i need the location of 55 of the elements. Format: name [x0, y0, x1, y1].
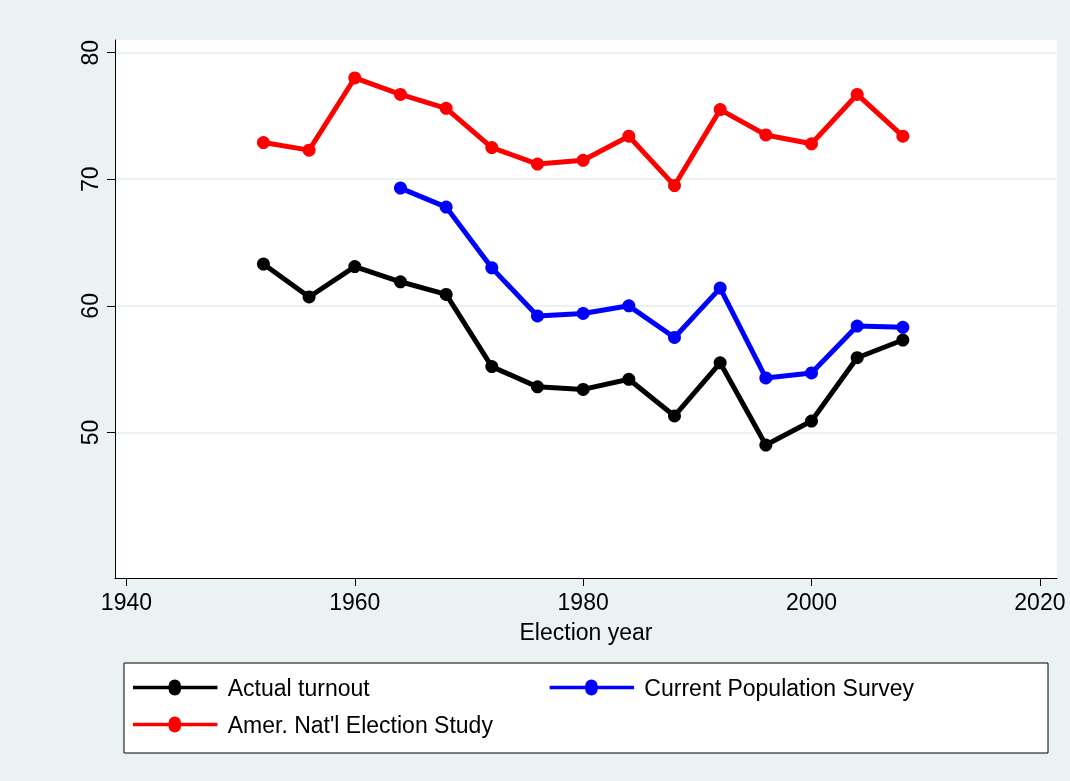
point — [439, 101, 453, 115]
y-tick-label: 80 — [76, 39, 103, 66]
point — [759, 371, 773, 385]
point — [530, 157, 544, 171]
point — [805, 137, 819, 151]
y-tick-label: 60 — [76, 293, 103, 319]
point — [393, 87, 407, 101]
point — [850, 87, 864, 101]
point — [668, 409, 681, 423]
point — [668, 179, 681, 193]
legend-label: Actual turnout — [227, 674, 371, 701]
point — [622, 299, 636, 313]
y-tick-label: 70 — [76, 166, 103, 193]
point — [896, 333, 910, 347]
point — [530, 380, 544, 394]
x-axis-title: Election year — [519, 618, 653, 645]
point — [256, 257, 270, 271]
point — [530, 309, 544, 323]
y-tick-label: 50 — [76, 419, 103, 446]
x-tick-label: 2000 — [785, 588, 838, 615]
point — [576, 382, 590, 396]
point — [622, 129, 636, 143]
point — [348, 260, 362, 274]
point — [439, 287, 453, 301]
legend-label: Amer. Nat'l Election Study — [227, 711, 494, 738]
point — [393, 181, 407, 195]
point — [896, 320, 910, 334]
legend-label: Current Population Survey — [644, 674, 915, 701]
point — [759, 438, 773, 452]
x-tick-label: 2020 — [1014, 588, 1066, 615]
point — [713, 281, 727, 295]
point — [805, 414, 819, 428]
point — [302, 143, 316, 157]
point — [393, 275, 407, 289]
point — [713, 356, 727, 370]
point — [485, 360, 499, 374]
point — [850, 319, 864, 333]
point — [805, 366, 819, 380]
point — [348, 71, 362, 85]
point — [485, 141, 499, 155]
point — [622, 372, 636, 386]
point — [302, 290, 316, 304]
point — [439, 200, 453, 214]
point — [485, 261, 499, 275]
x-tick-label: 1960 — [329, 588, 381, 615]
point — [668, 330, 681, 344]
point — [759, 128, 773, 142]
point — [850, 351, 864, 365]
point — [576, 153, 590, 167]
point — [576, 306, 590, 320]
x-tick-label: 1980 — [557, 588, 609, 615]
point — [896, 129, 910, 143]
x-tick-label: 1940 — [100, 588, 152, 615]
point — [256, 136, 270, 150]
point — [713, 103, 727, 117]
